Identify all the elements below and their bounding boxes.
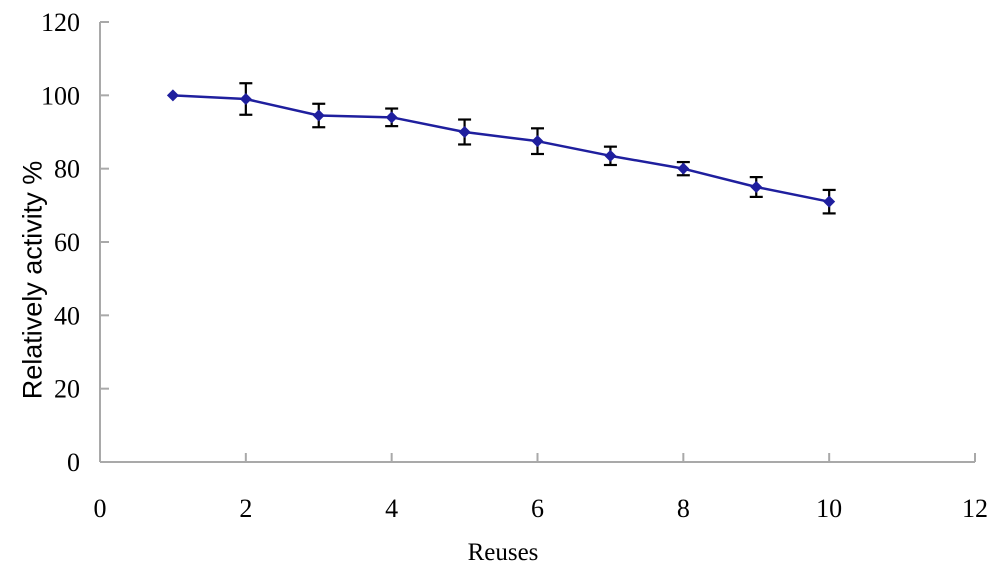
y-axis-title: Relatively activity % xyxy=(17,160,48,400)
y-tick-label: 20 xyxy=(54,375,80,404)
y-tick-label: 40 xyxy=(54,301,80,330)
data-point-marker xyxy=(458,126,471,138)
x-tick-label: 4 xyxy=(385,494,398,523)
x-tick-label: 2 xyxy=(239,494,252,523)
x-tick-label: 0 xyxy=(94,494,107,523)
x-tick-label: 12 xyxy=(962,494,988,523)
data-point-marker xyxy=(750,181,763,193)
data-point-marker xyxy=(823,195,836,208)
x-axis-title: Reuses xyxy=(467,539,539,566)
data-point-marker xyxy=(604,149,617,162)
y-tick-label: 0 xyxy=(67,448,80,477)
data-point-marker xyxy=(677,162,690,175)
data-point-marker xyxy=(312,109,325,122)
y-tick-label: 60 xyxy=(54,228,80,257)
y-tick-label: 120 xyxy=(41,8,80,37)
y-tick-label: 100 xyxy=(41,81,80,110)
x-tick-label: 6 xyxy=(531,494,544,523)
x-tick-label: 8 xyxy=(677,494,690,523)
data-point-marker xyxy=(166,89,179,102)
y-tick-label: 80 xyxy=(54,155,80,184)
data-point-marker xyxy=(239,93,252,105)
data-point-marker xyxy=(385,111,398,124)
data-point-marker xyxy=(531,135,544,148)
series-line xyxy=(172,94,830,203)
x-tick-label: 10 xyxy=(816,494,842,523)
